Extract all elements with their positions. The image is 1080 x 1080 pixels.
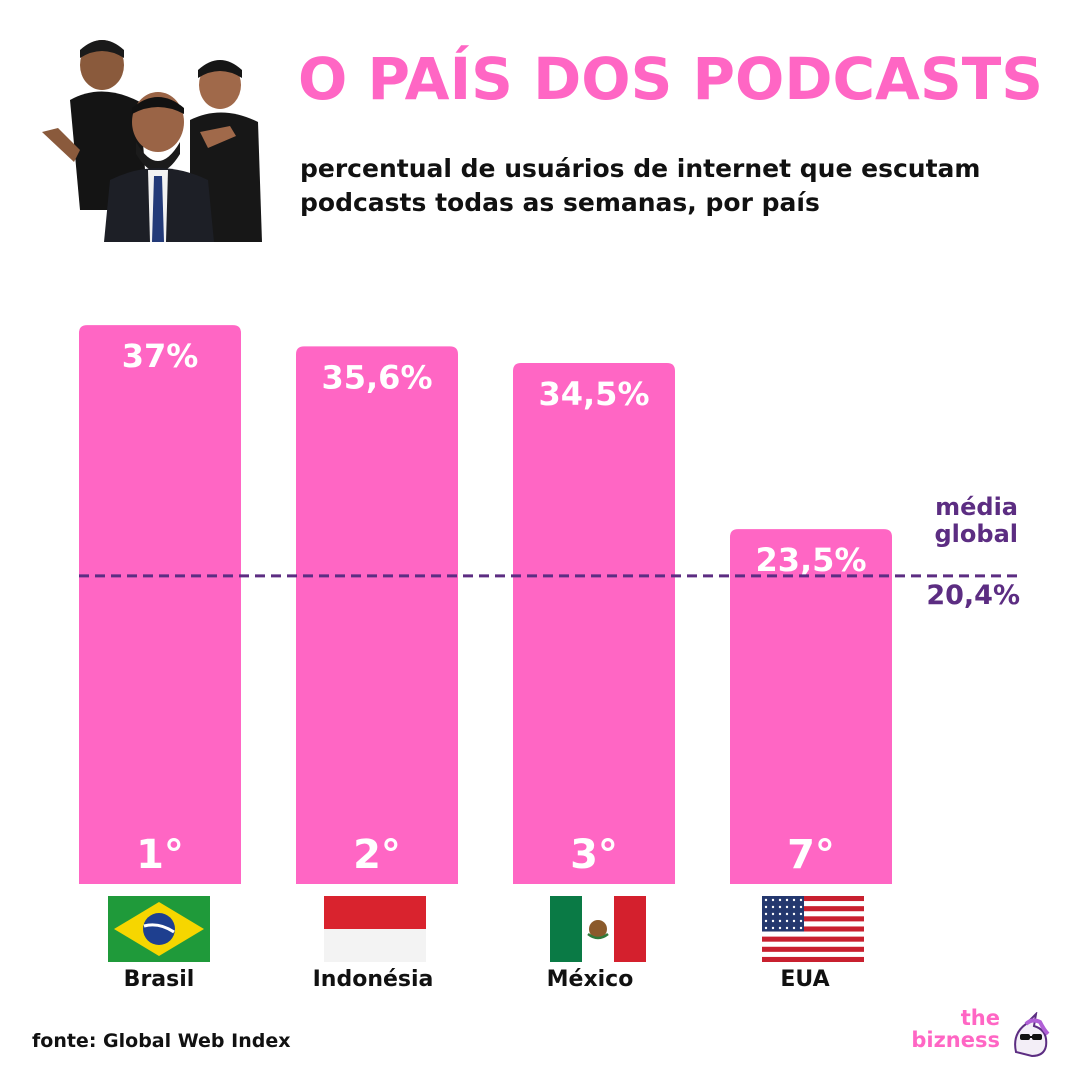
rank-label: 1°	[136, 832, 184, 878]
bar	[730, 529, 892, 884]
data-label: 34,5%	[538, 375, 649, 413]
rank-label: 2°	[353, 832, 401, 878]
unicorn-sunglasses-icon	[1014, 1012, 1050, 1058]
rank-label: 3°	[570, 832, 618, 878]
bar	[513, 362, 675, 884]
source-note: fonte: Global Web Index	[32, 1030, 291, 1052]
usa-flag-icon	[762, 896, 864, 962]
mexico-flag-icon	[550, 896, 646, 962]
global-average-value: 20,4%	[926, 580, 1020, 611]
page-title: O PAÍS DOS PODCASTS	[298, 45, 1044, 113]
hosts-photo	[42, 40, 262, 242]
indonesia-flag-icon	[324, 896, 426, 962]
data-label: 37%	[122, 337, 199, 375]
bar	[296, 346, 458, 884]
category-label: Indonésia	[312, 967, 434, 992]
category-label: México	[546, 967, 634, 992]
brand-logo: the bizness	[900, 1008, 1060, 1064]
brazil-flag-icon	[108, 896, 210, 962]
brand-name: bizness	[911, 1028, 1000, 1052]
brand-the: the	[960, 1006, 1000, 1030]
page-subtitle: percentual de usuários de internet que e…	[300, 154, 981, 217]
rank-label: 7°	[787, 832, 835, 878]
data-label: 23,5%	[755, 541, 866, 579]
data-label: 35,6%	[321, 358, 432, 396]
bar	[79, 325, 241, 885]
category-label: Brasil	[123, 967, 195, 992]
category-label: EUA	[780, 967, 830, 992]
global-average-label: média global	[934, 493, 1019, 548]
